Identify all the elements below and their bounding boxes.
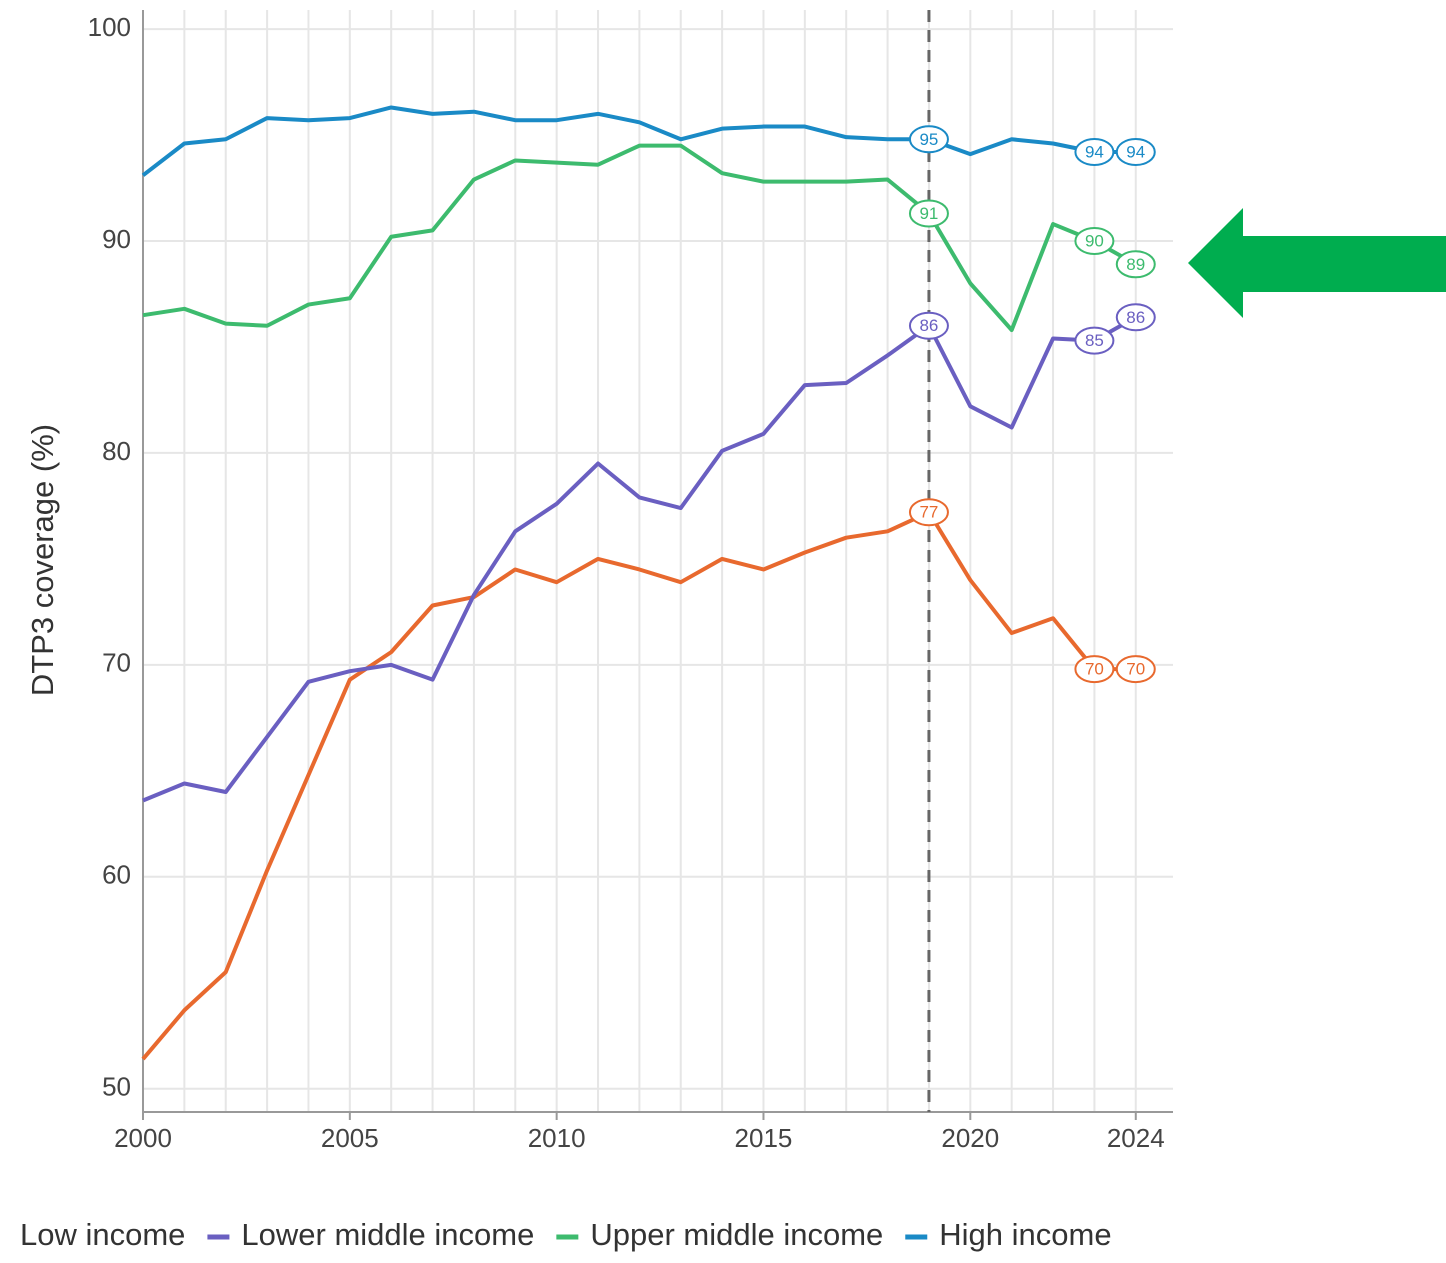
data-label: 89 xyxy=(1126,255,1145,274)
data-label: 94 xyxy=(1085,142,1104,161)
y-tick-label: 50 xyxy=(102,1072,131,1102)
data-label: 70 xyxy=(1085,660,1104,679)
label-bubble xyxy=(908,199,949,228)
legend-label: Lower middle income xyxy=(241,1217,534,1252)
y-tick-label: 80 xyxy=(102,436,131,466)
data-label: 70 xyxy=(1126,660,1145,679)
data-label: 90 xyxy=(1085,231,1104,250)
label-bubble xyxy=(908,311,949,340)
label-bubble xyxy=(1074,655,1115,684)
label-bubble xyxy=(1074,326,1115,355)
series-line xyxy=(141,510,1136,1061)
data-label: 95 xyxy=(919,130,938,149)
legend-label: Upper middle income xyxy=(590,1217,883,1252)
data-label: 85 xyxy=(1085,331,1104,350)
label-bubble xyxy=(1115,655,1156,684)
data-label: 86 xyxy=(1126,308,1145,327)
label-bubble xyxy=(908,498,949,527)
label-bubble xyxy=(908,125,949,154)
arrow xyxy=(1188,208,1446,318)
series-line xyxy=(142,143,1137,333)
legend-label: Low income xyxy=(20,1217,185,1252)
y-tick-label: 100 xyxy=(88,12,131,42)
y-tick-label: 70 xyxy=(102,648,131,678)
x-tick-label: 2024 xyxy=(1107,1123,1165,1153)
data-label: 77 xyxy=(919,503,938,522)
y-tick-label: 90 xyxy=(102,224,131,254)
data-label: 91 xyxy=(919,204,938,223)
data-label: 94 xyxy=(1126,142,1145,161)
x-tick-label: 2010 xyxy=(528,1123,586,1153)
label-bubble xyxy=(1074,137,1115,166)
label-bubble xyxy=(1115,250,1156,279)
x-tick-label: 2015 xyxy=(735,1123,793,1153)
x-tick-label: 2000 xyxy=(114,1123,172,1153)
label-bubble xyxy=(1115,137,1156,166)
y-tick-label: 60 xyxy=(102,860,131,890)
series-line xyxy=(141,105,1136,177)
data-label: 86 xyxy=(919,316,938,335)
grid xyxy=(142,10,1173,1112)
x-tick-label: 2005 xyxy=(321,1123,379,1153)
y-axis-label: DTP3 coverage (%) xyxy=(25,424,60,696)
label-bubble xyxy=(1115,303,1156,332)
x-tick-label: 2020 xyxy=(941,1123,999,1153)
series-line xyxy=(142,315,1137,803)
legend-label: High income xyxy=(939,1217,1111,1252)
label-bubble xyxy=(1074,226,1115,255)
